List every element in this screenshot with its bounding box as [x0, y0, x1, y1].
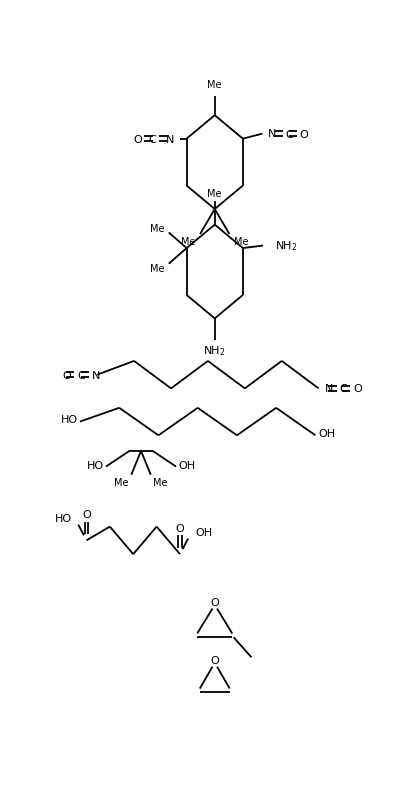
Text: O: O [62, 370, 71, 380]
Text: HO: HO [55, 514, 72, 524]
Text: Me: Me [114, 478, 129, 487]
Text: HO: HO [61, 414, 78, 424]
Text: C: C [339, 384, 347, 394]
Text: O: O [176, 523, 184, 533]
Text: Me: Me [150, 224, 165, 234]
Text: OH: OH [178, 460, 196, 470]
Text: N: N [92, 370, 100, 380]
Text: Me: Me [150, 264, 165, 274]
Text: C: C [78, 370, 85, 380]
Text: Me: Me [181, 237, 195, 247]
Text: O: O [353, 384, 362, 394]
Text: O: O [82, 509, 91, 520]
Text: Me: Me [207, 79, 222, 90]
Text: O: O [210, 655, 219, 666]
Text: O: O [299, 130, 308, 139]
Text: OH: OH [195, 528, 212, 538]
Text: HO: HO [87, 460, 104, 470]
Text: NH$_2$: NH$_2$ [204, 343, 226, 357]
Text: O: O [210, 598, 219, 607]
Text: OH: OH [318, 428, 335, 438]
Text: Me: Me [234, 237, 249, 247]
Text: Me: Me [153, 478, 168, 487]
Text: O: O [133, 135, 142, 144]
Text: N: N [268, 129, 276, 139]
Text: NH$_2$: NH$_2$ [275, 238, 298, 252]
Text: N: N [166, 135, 174, 144]
Text: C: C [285, 130, 293, 139]
Text: Me: Me [207, 189, 222, 200]
Text: N: N [324, 384, 333, 394]
Text: C: C [149, 135, 156, 144]
